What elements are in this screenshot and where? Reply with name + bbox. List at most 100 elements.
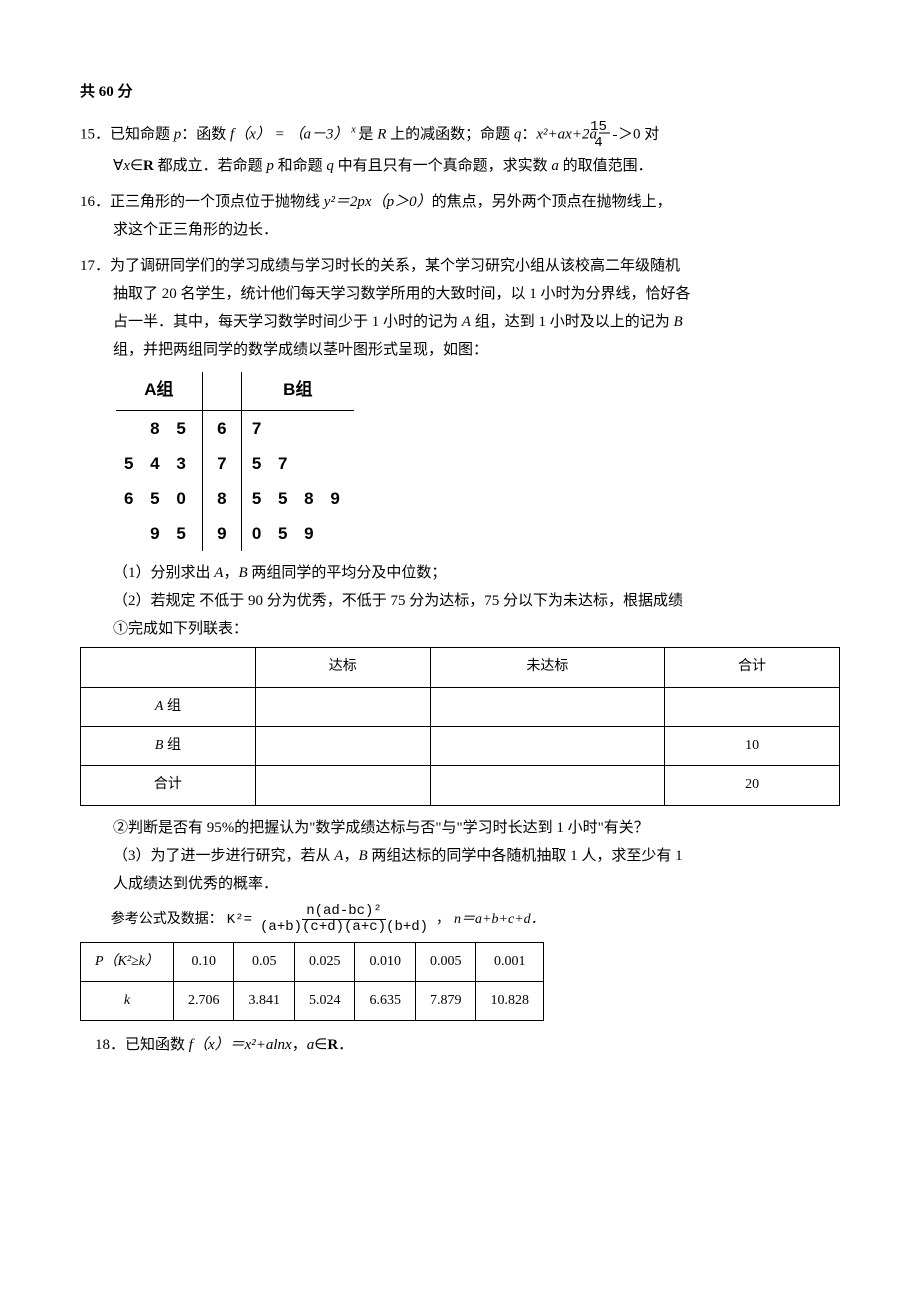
stem-leaf-row: 9 5 9 0 5 9 xyxy=(116,516,354,551)
cell: 0.005 xyxy=(415,942,476,981)
stem-leaf-row: 6 5 0 8 5 5 8 9 xyxy=(116,481,354,516)
cell: 10.828 xyxy=(476,982,544,1021)
k2-lhs: K²= xyxy=(227,909,252,931)
cell xyxy=(255,766,430,805)
text: 两组达标的同学中各随机抽取 1 人，求至少有 1 xyxy=(368,848,683,864)
text: ， xyxy=(223,565,238,581)
var-a: a xyxy=(551,158,559,174)
stem-leaf-row: 5 4 3 7 5 7 xyxy=(116,446,354,481)
stem: 9 xyxy=(202,516,241,551)
text: 组，并把两组同学的数学成绩以茎叶图形式呈现，如图： xyxy=(80,338,840,362)
leaf-right: 7 xyxy=(241,410,354,446)
text: ： xyxy=(521,127,536,143)
problem-18: 18．已知函数 f（x）＝x²+alnx，a∈R． xyxy=(80,1033,840,1057)
text: 人成绩达到优秀的概率． xyxy=(80,872,840,896)
text: 的取值范围． xyxy=(559,158,653,174)
table-row: P（K²≥k） 0.10 0.05 0.025 0.010 0.005 0.00… xyxy=(81,942,544,981)
text: 正三角形的一个顶点位于抛物线 xyxy=(110,194,324,210)
group-B: B xyxy=(673,314,682,330)
group-B: B xyxy=(358,848,367,864)
section-header: 共 60 分 xyxy=(80,80,840,104)
set-R-bold: R xyxy=(327,1037,338,1053)
row-label-p: P（K²≥k） xyxy=(81,942,174,981)
table-row: 合计 20 xyxy=(81,766,840,805)
leaf-left: 5 4 3 xyxy=(116,446,202,481)
stem-leaf-head-right: B组 xyxy=(241,372,354,410)
text: 都成立．若命题 xyxy=(154,158,267,174)
fx-expr: f（x）＝x²+alnx xyxy=(189,1037,292,1053)
row-label-k: k xyxy=(81,982,174,1021)
problem-number: 15． xyxy=(80,127,110,143)
parabola-eqn: y²＝2px（p＞0） xyxy=(324,194,432,210)
subq-2-1: ①完成如下列联表： xyxy=(80,617,840,641)
stem: 8 xyxy=(202,481,241,516)
cell: 0.05 xyxy=(234,942,295,981)
leaf-right: 5 5 8 9 xyxy=(241,481,354,516)
problem-number: 16． xyxy=(80,194,110,210)
problem-17: 17．为了调研同学们的学习成绩与学习时长的关系，某个学习研究小组从该校高二年级随… xyxy=(80,254,840,1021)
cell xyxy=(255,727,430,766)
var-q: q xyxy=(326,158,334,174)
row-label-total: 合计 xyxy=(81,766,256,805)
quadratic: x²+ax+2a xyxy=(536,127,597,143)
cell xyxy=(665,687,840,726)
cell: 3.841 xyxy=(234,982,295,1021)
cell: 20 xyxy=(665,766,840,805)
problem-number: 18． xyxy=(95,1037,125,1053)
text: 已知命题 xyxy=(110,127,174,143)
col-pass: 达标 xyxy=(255,648,430,687)
cell xyxy=(430,727,665,766)
period: ． xyxy=(338,1037,353,1053)
cell: 0.001 xyxy=(476,942,544,981)
cell xyxy=(255,687,430,726)
forall: ∀ xyxy=(113,158,123,174)
cell: 2.706 xyxy=(173,982,234,1021)
table-row: B 组 10 xyxy=(81,727,840,766)
text: 两组同学的平均分及中位数； xyxy=(248,565,447,581)
problem-15: 15．已知命题 p：函数 f（x） = （a－3） x 是 R 上的减函数；命题… xyxy=(80,120,840,178)
k2-fraction: n(ad-bc)² (a+b)(c+d)(a+c)(b+d) xyxy=(256,904,432,936)
leaf-right: 5 7 xyxy=(241,446,354,481)
text: ：函数 xyxy=(181,127,230,143)
n-definition: n＝a+b+c+d． xyxy=(454,909,545,931)
stem-leaf-plot: A组 B组 8 5 6 7 5 4 3 7 5 7 6 5 0 8 5 xyxy=(116,372,840,551)
stem-leaf-row: 8 5 6 7 xyxy=(116,410,354,446)
cell: 0.010 xyxy=(355,942,416,981)
cell xyxy=(430,687,665,726)
cell: 10 xyxy=(665,727,840,766)
problem-number: 17． xyxy=(80,258,110,274)
set-R-bold: R xyxy=(143,158,154,174)
row-label-B: B 组 xyxy=(81,727,256,766)
contingency-table: 达标 未达标 合计 A 组 B 组 10 合计 20 xyxy=(80,647,840,806)
subq-1: （1）分别求出 xyxy=(113,565,214,581)
cell xyxy=(430,766,665,805)
cell: 0.025 xyxy=(294,942,355,981)
text: 求这个正三角形的边长． xyxy=(80,218,840,242)
set-R: R xyxy=(377,127,386,143)
var-x: x xyxy=(123,158,130,174)
text: 是 xyxy=(358,127,377,143)
cell: 5.024 xyxy=(294,982,355,1021)
page: 共 60 分 15．已知命题 p：函数 f（x） = （a－3） x 是 R 上… xyxy=(0,0,920,1109)
text: 为了调研同学们的学习成绩与学习时长的关系，某个学习研究小组从该校高二年级随机 xyxy=(110,258,680,274)
text: ， xyxy=(343,848,358,864)
stem: 6 xyxy=(202,410,241,446)
leaf-left: 8 5 xyxy=(116,410,202,446)
text: 的焦点，另外两个顶点在抛物线上， xyxy=(432,194,672,210)
group-B: B xyxy=(238,565,247,581)
cell: 0.10 xyxy=(173,942,234,981)
cell: 7.879 xyxy=(415,982,476,1021)
in-symbol: ∈ xyxy=(314,1037,327,1053)
stem-leaf-head-left: A组 xyxy=(116,372,202,410)
denominator: 4 xyxy=(613,136,617,151)
text: 和命题 xyxy=(274,158,327,174)
cell: 6.635 xyxy=(355,982,416,1021)
text: 已知函数 xyxy=(125,1037,189,1053)
var-p: p xyxy=(266,158,274,174)
table-row: A 组 xyxy=(81,687,840,726)
leaf-left: 9 5 xyxy=(116,516,202,551)
k2-formula: 参考公式及数据： K²= n(ad-bc)² (a+b)(c+d)(a+c)(b… xyxy=(111,904,840,936)
formula-label: 参考公式及数据： xyxy=(111,909,223,931)
k2-numerator: n(ad-bc)² xyxy=(302,904,386,920)
subq-2: （2）若规定 不低于 90 分为优秀，不低于 75 分为达标，75 分以下为未达… xyxy=(80,589,840,613)
